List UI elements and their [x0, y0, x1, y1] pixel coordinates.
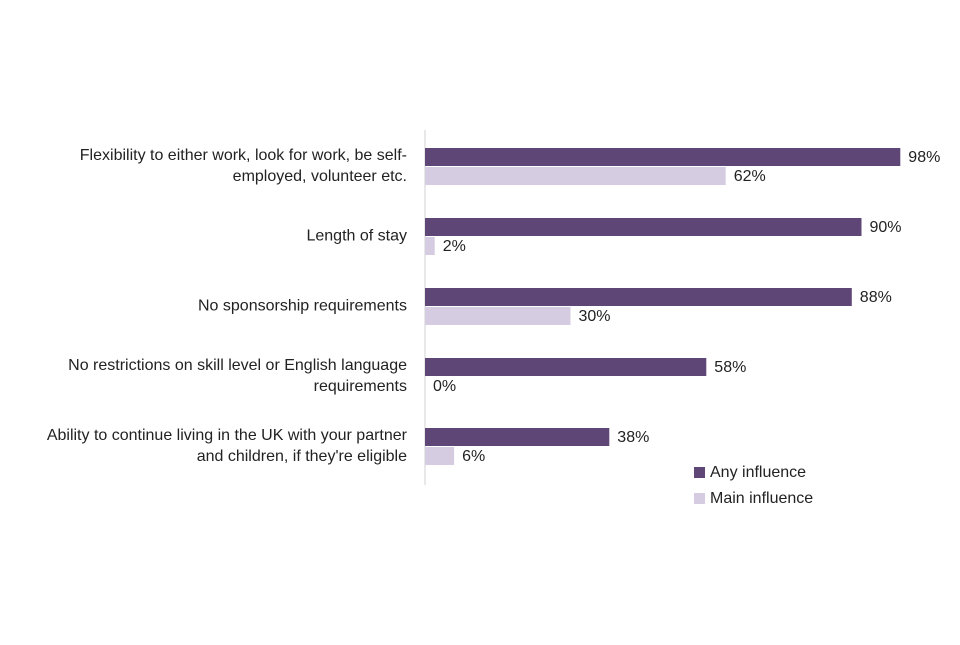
bar: [425, 218, 862, 236]
category-label: requirements: [314, 378, 407, 395]
category-label: and children, if they're eligible: [197, 448, 407, 465]
value-label: 38%: [617, 429, 649, 446]
value-label: 6%: [462, 448, 485, 465]
category-label: No restrictions on skill level or Englis…: [68, 357, 407, 374]
bar: [425, 358, 707, 376]
value-label: 98%: [908, 149, 940, 166]
value-label: 90%: [870, 219, 902, 236]
legend-label: Main influence: [710, 490, 813, 507]
bar: [425, 237, 435, 255]
value-label: 2%: [443, 238, 466, 255]
legend-swatch: [694, 493, 705, 504]
category-label: Length of stay: [306, 228, 407, 245]
value-label: 88%: [860, 289, 892, 306]
category-label: No sponsorship requirements: [198, 298, 407, 315]
value-label: 62%: [734, 168, 766, 185]
bar: [425, 447, 455, 465]
value-label: 0%: [433, 378, 456, 395]
bar: [425, 288, 852, 306]
value-label: 58%: [714, 359, 746, 376]
value-label: 30%: [579, 308, 611, 325]
legend-label: Any influence: [710, 464, 806, 481]
category-label: employed, volunteer etc.: [233, 168, 407, 185]
category-label: Ability to continue living in the UK wit…: [47, 427, 408, 444]
legend-swatch: [694, 467, 705, 478]
bar: [425, 428, 610, 446]
bar: [425, 307, 571, 325]
bar: [425, 148, 901, 166]
category-label: Flexibility to either work, look for wor…: [80, 147, 407, 164]
bar: [425, 167, 726, 185]
